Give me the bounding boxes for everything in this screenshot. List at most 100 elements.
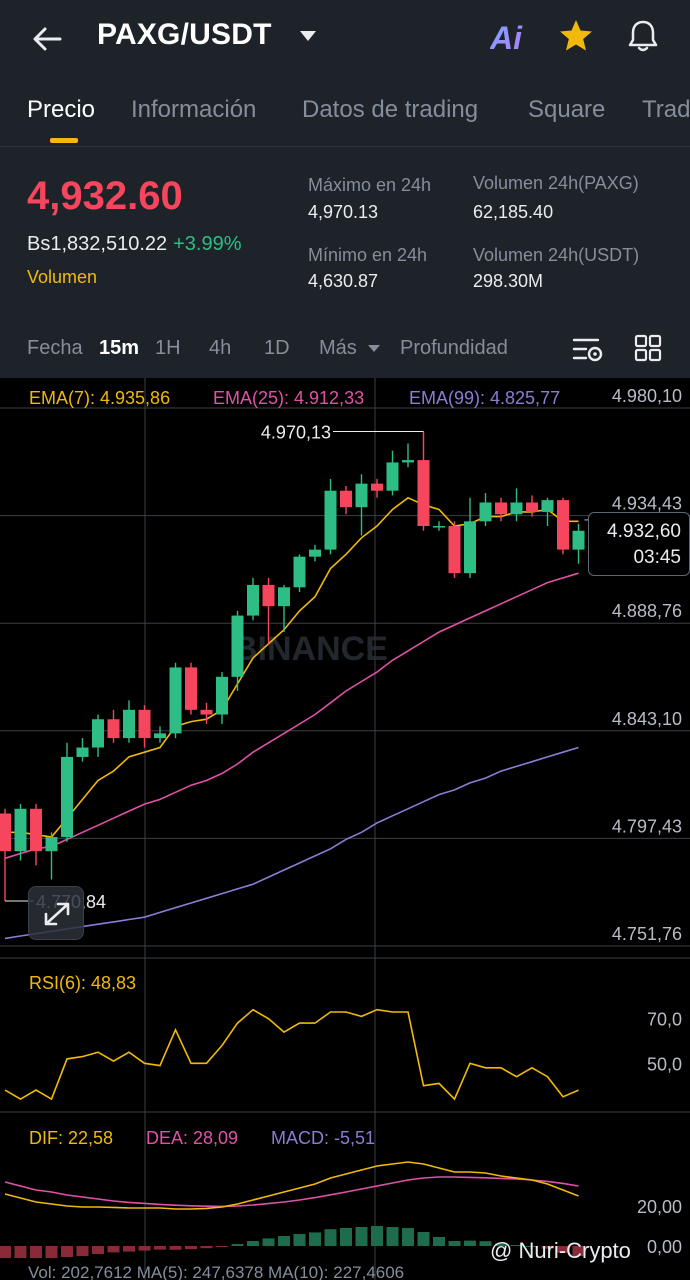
macd-histogram-bar <box>572 1246 585 1256</box>
macd-tick-label: 20,00 <box>637 1197 682 1217</box>
volume-quote-label: Volumen 24h(USDT) <box>473 245 640 265</box>
candle-body <box>107 719 120 739</box>
fullscreen-button[interactable] <box>28 886 84 940</box>
current-price-tag[interactable]: 4.932,60 03:45 <box>588 512 690 576</box>
tab-trad[interactable]: Trad <box>642 96 690 123</box>
rsi-label: RSI(6): 48,83 <box>29 973 136 993</box>
timeframe-1h[interactable]: 1H <box>155 337 181 359</box>
ema99-label: EMA(99): 4.825,77 <box>409 388 560 408</box>
low-24h-label: Mínimo en 24h <box>308 245 428 265</box>
macd-histogram-bar <box>0 1246 11 1258</box>
macd-histogram-bar <box>76 1246 89 1256</box>
macd-histogram-bar <box>371 1226 383 1246</box>
macd-histogram-bar <box>30 1246 42 1258</box>
expand-icon <box>44 902 70 926</box>
candle-body <box>572 530 585 550</box>
ema7-label: EMA(7): 4.935,86 <box>29 388 170 408</box>
macd-histogram-bar <box>14 1246 27 1258</box>
depth-tab[interactable]: Profundidad <box>400 337 508 359</box>
candle-body <box>185 667 197 710</box>
last-price: 4,932.60 <box>27 174 183 218</box>
candle-body <box>200 709 213 715</box>
macd-histogram-bar <box>45 1246 58 1258</box>
macd-histogram-bar <box>309 1232 321 1246</box>
ema25-label: EMA(25): 4.912,33 <box>213 388 364 408</box>
ema99-line <box>4 746 579 940</box>
timeframe-1d[interactable]: 1D <box>264 337 290 359</box>
header-bar: PAXG/USDT Ai <box>0 0 690 80</box>
divider <box>0 146 690 147</box>
tab-informacion[interactable]: Información <box>131 96 257 123</box>
volume-quote-value: 298.30M <box>473 271 544 291</box>
rsi-line <box>4 1008 579 1101</box>
low-24h-value: 4,630.87 <box>308 271 379 291</box>
high-24h-label: Máximo en 24h <box>308 175 432 195</box>
macd-histogram-bar <box>92 1246 104 1254</box>
macd-histogram-bar <box>417 1232 430 1246</box>
candle-body <box>495 502 507 515</box>
tab-datos-de-trading[interactable]: Datos de trading <box>302 96 479 123</box>
top-panel: PAXG/USDT Ai Precio Información Datos de… <box>0 0 690 378</box>
y-axis-tick-label: 4.843,10 <box>612 709 682 729</box>
change-percent: +3.99% <box>173 233 242 255</box>
candle-body <box>61 756 73 838</box>
candle-body <box>92 719 104 748</box>
candle-body <box>386 462 399 491</box>
candle-body <box>76 747 89 757</box>
timeframe-4h[interactable]: 4h <box>209 337 232 359</box>
back-arrow-icon[interactable] <box>30 22 64 56</box>
author-watermark: @ Nuri-Crypto <box>490 1238 631 1263</box>
indicator-settings-icon[interactable] <box>572 334 604 364</box>
candle-body <box>169 667 182 734</box>
current-price: 4.932,60 <box>607 521 681 542</box>
star-icon[interactable] <box>558 18 594 54</box>
candle-body <box>371 483 383 491</box>
timeframe-more[interactable]: Más <box>319 337 357 359</box>
macd-histogram-bar <box>293 1234 306 1246</box>
high-24h-value: 4,970.13 <box>308 202 379 222</box>
candle-body <box>510 502 523 515</box>
volume-link[interactable]: Volumen <box>27 267 98 287</box>
candle-body <box>216 676 228 715</box>
y-axis-tick-label: 4.888,76 <box>612 601 682 621</box>
brand-watermark: BINANCE <box>233 630 388 668</box>
macd-histogram-bar <box>61 1246 73 1257</box>
y-axis-tick-label: 4.934,43 <box>612 494 682 514</box>
tab-precio[interactable]: Precio <box>27 96 96 123</box>
candle-body <box>448 526 461 574</box>
candle-body <box>45 837 58 852</box>
candle-body <box>402 460 414 463</box>
candlestick-chart[interactable]: 4.980,10 4.934,43 4.888,76 4.843,10 4.797,43… <box>0 378 690 1280</box>
candle-body <box>30 808 42 852</box>
bell-icon[interactable] <box>625 18 661 54</box>
layout-grid-icon[interactable] <box>634 334 662 362</box>
dif-label: DIF: 22,58 <box>29 1128 113 1148</box>
timeframe-label: Fecha <box>27 337 83 359</box>
candle-body <box>557 500 569 550</box>
volume-base-label: Volumen 24h(PAXG) <box>473 173 639 193</box>
volume-base-value: 62,185.40 <box>473 202 554 222</box>
chevron-down-icon[interactable] <box>300 31 316 41</box>
macd-histogram-bar <box>154 1246 166 1250</box>
trading-pair-title[interactable]: PAXG/USDT <box>97 18 272 51</box>
candle-body <box>355 483 368 508</box>
candle-body <box>293 556 306 588</box>
candle-body <box>479 502 492 522</box>
macd-histogram-bar <box>526 1246 538 1247</box>
chevron-down-icon[interactable] <box>368 345 380 352</box>
candle-body <box>433 526 445 528</box>
candle-body <box>417 460 430 527</box>
macd-histogram-bar <box>185 1246 197 1250</box>
candle-body <box>309 549 321 557</box>
ai-icon[interactable]: Ai <box>490 18 534 58</box>
volume-row: Vol: 202,7612 MA(5): 247,6378 MA(10): 22… <box>28 1263 404 1280</box>
timeframe-15m[interactable]: 15m <box>99 337 140 359</box>
rsi-tick-label: 50,0 <box>647 1054 682 1074</box>
macd-histogram-bar <box>402 1228 414 1246</box>
tab-square[interactable]: Square <box>528 96 606 123</box>
candle-body <box>464 521 476 574</box>
macd-histogram-bar <box>355 1227 368 1246</box>
candle-body <box>262 584 275 607</box>
candle-body <box>123 709 135 739</box>
macd-histogram-bar <box>557 1246 569 1253</box>
